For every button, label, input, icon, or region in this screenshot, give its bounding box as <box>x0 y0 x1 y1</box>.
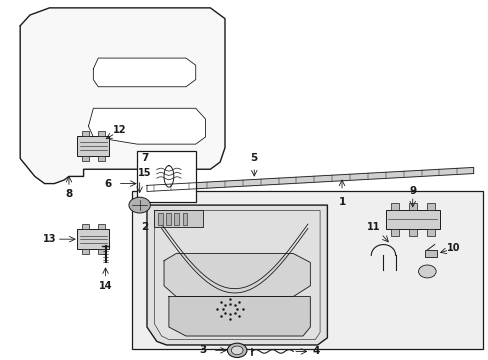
Bar <box>390 229 398 236</box>
Polygon shape <box>20 8 224 184</box>
Text: 6: 6 <box>104 179 111 189</box>
Polygon shape <box>88 108 205 144</box>
Circle shape <box>129 197 150 213</box>
Text: 15: 15 <box>138 168 151 178</box>
Bar <box>408 203 416 210</box>
Bar <box>165 213 170 225</box>
Circle shape <box>227 343 246 357</box>
Bar <box>426 229 434 236</box>
Bar <box>82 131 89 136</box>
Bar <box>182 213 187 225</box>
Bar <box>98 156 104 161</box>
Bar <box>98 249 104 255</box>
Circle shape <box>418 265 435 278</box>
Bar <box>132 191 483 348</box>
Bar <box>137 151 195 202</box>
Text: 2: 2 <box>141 222 148 231</box>
Bar <box>82 249 89 255</box>
Bar <box>82 224 89 229</box>
Bar <box>82 156 89 161</box>
Circle shape <box>231 346 243 355</box>
Text: 1: 1 <box>338 197 345 207</box>
Polygon shape <box>93 58 195 87</box>
Bar <box>426 203 434 210</box>
Bar <box>408 229 416 236</box>
Polygon shape <box>163 253 310 297</box>
Polygon shape <box>168 297 310 336</box>
Bar <box>424 250 436 257</box>
Text: 7: 7 <box>141 153 148 163</box>
Text: 13: 13 <box>42 234 56 244</box>
Bar <box>385 210 439 229</box>
Text: 5: 5 <box>250 153 257 163</box>
Text: 3: 3 <box>199 345 206 355</box>
Text: 14: 14 <box>99 281 112 291</box>
Text: 11: 11 <box>366 222 380 231</box>
Text: 10: 10 <box>447 243 460 253</box>
Bar <box>98 131 104 136</box>
Polygon shape <box>147 167 473 192</box>
Text: 8: 8 <box>65 189 72 199</box>
Bar <box>154 211 203 226</box>
Polygon shape <box>147 205 327 345</box>
Bar <box>390 203 398 210</box>
Bar <box>77 229 109 249</box>
Bar <box>77 136 109 156</box>
Text: 4: 4 <box>312 346 320 356</box>
Bar <box>158 213 162 225</box>
Bar <box>174 213 179 225</box>
Text: 9: 9 <box>408 186 415 196</box>
Text: 12: 12 <box>113 125 127 135</box>
Bar <box>98 224 104 229</box>
